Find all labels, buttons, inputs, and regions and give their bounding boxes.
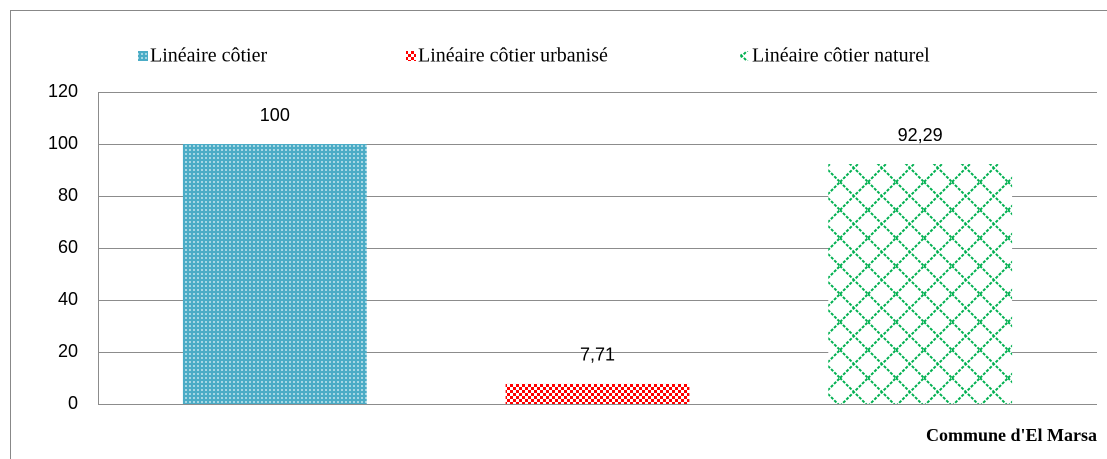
- y-tick-label: 40: [58, 289, 78, 309]
- legend-label: Linéaire côtier: [150, 45, 267, 67]
- y-tick-label: 20: [58, 341, 78, 361]
- legend-swatch: [406, 51, 416, 61]
- bar: [505, 383, 690, 404]
- data-label: 7,71: [580, 345, 615, 365]
- data-label: 100: [260, 105, 290, 125]
- y-tick-label: 80: [58, 185, 78, 205]
- legend-swatch: [138, 51, 148, 61]
- data-label: 92,29: [898, 125, 943, 145]
- chart-border: [10, 10, 1107, 459]
- y-tick-label: 120: [48, 81, 78, 101]
- bar: [182, 144, 367, 404]
- bar: [828, 164, 1013, 404]
- x-tick-label: Commune d'El Marsa: [926, 425, 1097, 445]
- y-tick-label: 100: [48, 133, 78, 153]
- legend-label: Linéaire côtier naturel: [752, 45, 930, 67]
- legend-label: Linéaire côtier urbanisé: [418, 45, 608, 67]
- y-tick-label: 0: [68, 393, 78, 413]
- y-tick-label: 60: [58, 237, 78, 257]
- legend-swatch: [740, 51, 750, 61]
